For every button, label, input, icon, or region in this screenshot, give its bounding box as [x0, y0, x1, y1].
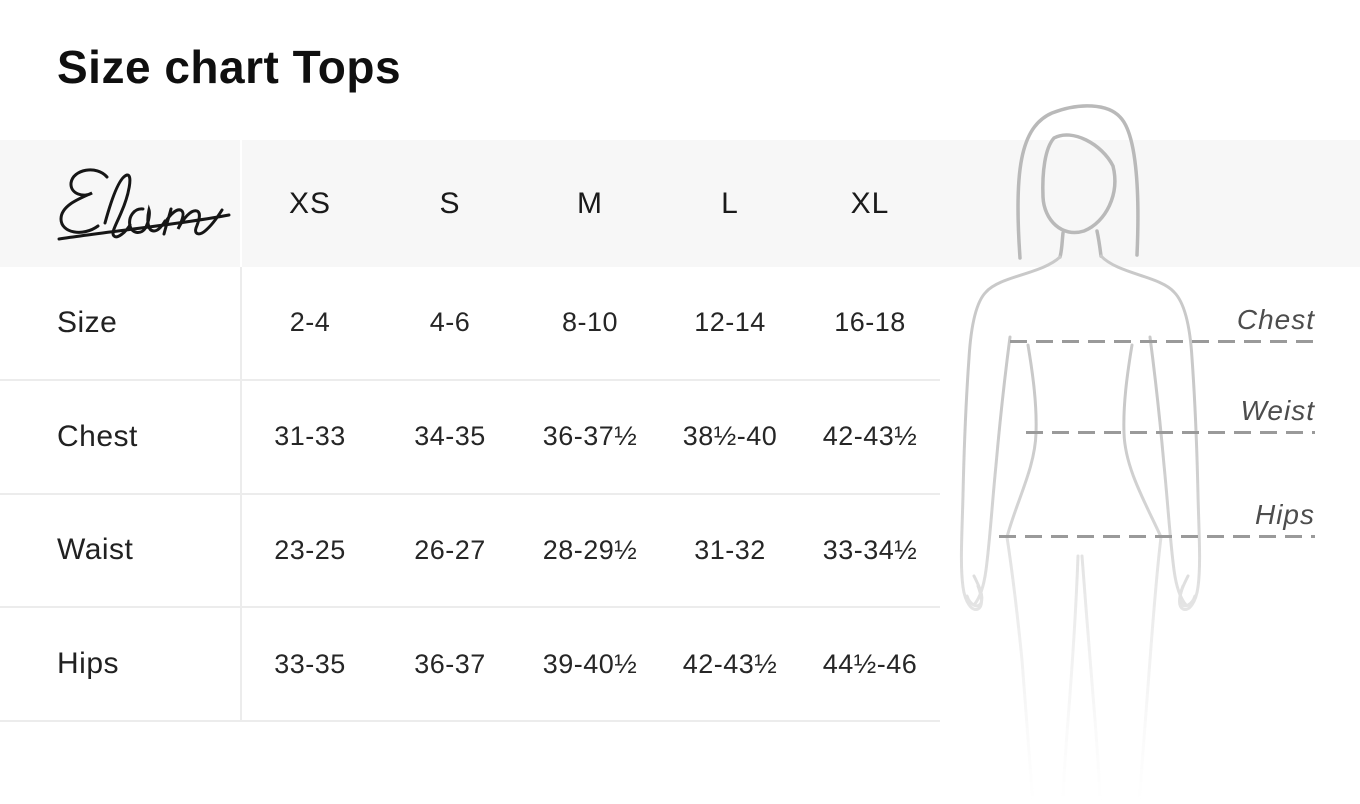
- leg-outer-left-path: [1005, 535, 1035, 804]
- leg-outer-right-path: [1137, 535, 1163, 804]
- table-row-hips: Hips 33-35 36-37 39-40½ 42-43½ 44½-46: [0, 608, 940, 722]
- woman-outline-illustration: [959, 104, 1202, 804]
- table-cell: 16-18: [834, 307, 906, 338]
- column-header-s: S: [439, 186, 461, 220]
- table-cell: 28-29½: [542, 534, 638, 565]
- elan-logo-signature: [57, 168, 231, 241]
- hips-measure-dashed-line: [999, 535, 1315, 538]
- column-header-l: L: [721, 186, 739, 220]
- column-divider-header-segment: [240, 140, 242, 267]
- neck-right-path: [1095, 229, 1103, 258]
- size-table-body: Size 2-4 4-6 8-10 12-14 16-18 Chest 31-3…: [0, 267, 940, 722]
- table-row-chest: Chest 31-33 34-35 36-37½ 38½-40 42-43½: [0, 381, 940, 495]
- page-title: Size chart Tops: [57, 41, 402, 93]
- brand-logo-cell: Elan: [0, 140, 240, 267]
- hand-right-path: [1178, 574, 1197, 608]
- table-cell: 44½-46: [822, 648, 918, 679]
- measurement-label-hips: Hips: [1254, 499, 1315, 530]
- table-cell: 4-6: [429, 307, 471, 338]
- arm-inner-left-path: [972, 335, 1012, 607]
- table-cell: 34-35: [414, 421, 486, 452]
- arm-outer-left-path: [959, 255, 1062, 611]
- table-cell: 42-43½: [682, 648, 778, 679]
- column-header-m: M: [577, 186, 603, 220]
- row-label: Waist: [57, 533, 134, 567]
- table-cell: 12-14: [694, 307, 766, 338]
- table-cell: 38½-40: [682, 421, 778, 452]
- signature-underline: [57, 213, 231, 241]
- table-cell: 33-34½: [822, 534, 918, 565]
- column-header-xs: XS: [288, 186, 332, 220]
- table-cell: 8-10: [561, 307, 619, 338]
- row-label: Chest: [57, 419, 138, 453]
- torso-left-path: [1005, 343, 1038, 539]
- size-table-header-row: Elan XS S M L XL: [0, 140, 940, 267]
- hair-path: [1016, 104, 1140, 260]
- table-cell: 23-25: [274, 534, 346, 565]
- signature-letter-l: [103, 173, 132, 239]
- brand-logo-text: Elan: [0, 140, 1, 141]
- table-cell: 42-43½: [822, 421, 918, 452]
- signature-letter-e: [59, 168, 109, 234]
- table-cell: 33-35: [274, 648, 346, 679]
- chest-measure-dashed-line: [1010, 340, 1315, 343]
- table-cell: 31-32: [694, 534, 766, 565]
- face-path: [1041, 133, 1117, 235]
- hand-left-path: [965, 574, 984, 608]
- table-cell: 36-37½: [542, 421, 638, 452]
- leg-inner-right-path: [1080, 554, 1102, 804]
- table-cell: 36-37: [414, 648, 486, 679]
- arm-outer-right-path: [1099, 254, 1202, 611]
- row-label: Size: [57, 305, 118, 339]
- table-cell: 31-33: [274, 421, 346, 452]
- signature-letter-n: [162, 207, 224, 236]
- measurement-label-chest: Chest: [1236, 304, 1315, 335]
- table-cell: 2-4: [289, 307, 331, 338]
- column-divider-body-segment: [240, 267, 242, 722]
- column-header-xl: XL: [850, 186, 890, 220]
- weist-measure-dashed-line: [1026, 431, 1315, 434]
- row-label: Hips: [57, 647, 120, 681]
- table-row-size: Size 2-4 4-6 8-10 12-14 16-18: [0, 267, 940, 381]
- table-cell: 39-40½: [542, 648, 638, 679]
- signature-letter-a: [128, 204, 167, 234]
- leg-inner-left-path: [1061, 554, 1080, 804]
- size-table: Elan XS S M L XL Size 2-4 4-6 8-10 12-14…: [0, 140, 940, 722]
- table-row-waist: Waist 23-25 26-27 28-29½ 31-32 33-34½: [0, 495, 940, 609]
- table-cell: 26-27: [414, 534, 486, 565]
- neck-left-path: [1058, 231, 1065, 259]
- measurement-label-weist: Weist: [1240, 395, 1315, 426]
- arm-inner-right-path: [1148, 335, 1188, 607]
